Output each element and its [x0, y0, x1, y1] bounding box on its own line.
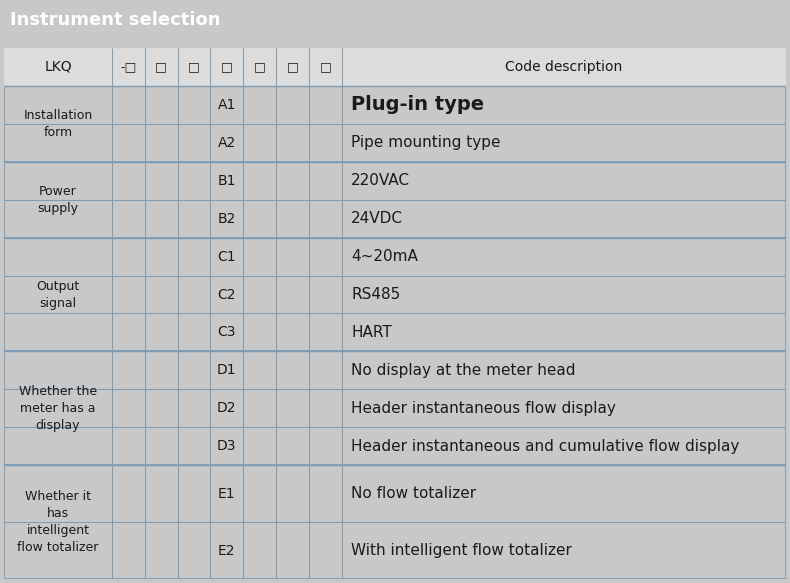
Text: C1: C1 — [217, 250, 236, 264]
Text: E1: E1 — [218, 487, 235, 501]
Text: Header instantaneous flow display: Header instantaneous flow display — [352, 401, 616, 416]
Text: Instrument selection: Instrument selection — [10, 10, 220, 29]
Text: B1: B1 — [217, 174, 236, 188]
Bar — [4, 48, 786, 86]
Text: Output
signal: Output signal — [36, 279, 80, 310]
Text: 220VAC: 220VAC — [352, 173, 410, 188]
Text: Code description: Code description — [506, 60, 623, 74]
Text: Power
supply: Power supply — [37, 185, 78, 215]
Text: Pipe mounting type: Pipe mounting type — [352, 135, 501, 150]
Text: D2: D2 — [217, 401, 237, 415]
Text: D1: D1 — [217, 363, 237, 377]
Text: 24VDC: 24VDC — [352, 211, 403, 226]
Text: Whether the
meter has a
display: Whether the meter has a display — [19, 385, 97, 432]
Text: C2: C2 — [217, 287, 236, 301]
Text: -□: -□ — [120, 61, 137, 73]
Text: With intelligent flow totalizer: With intelligent flow totalizer — [352, 543, 572, 558]
Text: RS485: RS485 — [352, 287, 401, 302]
Text: Whether it
has
intelligent
flow totalizer: Whether it has intelligent flow totalize… — [17, 490, 99, 554]
Text: Plug-in type: Plug-in type — [352, 96, 484, 114]
Text: □: □ — [156, 61, 167, 73]
Text: □: □ — [319, 61, 331, 73]
Text: □: □ — [221, 61, 233, 73]
Text: □: □ — [287, 61, 299, 73]
Text: LKQ: LKQ — [44, 60, 72, 74]
Text: C3: C3 — [217, 325, 236, 339]
Text: □: □ — [254, 61, 265, 73]
Text: No flow totalizer: No flow totalizer — [352, 486, 476, 501]
Text: B2: B2 — [218, 212, 236, 226]
Text: A1: A1 — [218, 98, 236, 112]
Text: 4~20mA: 4~20mA — [352, 249, 418, 264]
Text: Header instantaneous and cumulative flow display: Header instantaneous and cumulative flow… — [352, 439, 739, 454]
Text: D3: D3 — [217, 439, 237, 453]
Text: Installation
form: Installation form — [24, 109, 92, 139]
Text: A2: A2 — [218, 136, 236, 150]
Text: No display at the meter head: No display at the meter head — [352, 363, 576, 378]
Text: □: □ — [188, 61, 200, 73]
Text: E2: E2 — [218, 543, 235, 557]
Text: HART: HART — [352, 325, 392, 340]
